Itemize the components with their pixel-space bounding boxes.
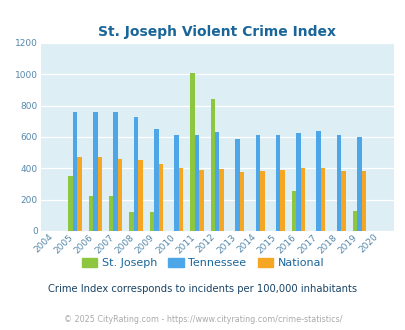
Bar <box>158 164 162 231</box>
Bar <box>255 135 260 231</box>
Bar <box>336 135 341 231</box>
Bar <box>174 135 178 231</box>
Bar <box>134 116 138 231</box>
Text: Crime Index corresponds to incidents per 100,000 inhabitants: Crime Index corresponds to incidents per… <box>48 284 357 294</box>
Bar <box>118 159 122 231</box>
Bar <box>296 133 300 231</box>
Bar <box>239 172 244 231</box>
Title: St. Joseph Violent Crime Index: St. Joseph Violent Crime Index <box>98 25 335 39</box>
Bar <box>154 129 158 231</box>
Text: © 2025 CityRating.com - https://www.cityrating.com/crime-statistics/: © 2025 CityRating.com - https://www.city… <box>64 315 341 324</box>
Bar <box>361 171 365 231</box>
Bar <box>178 168 183 231</box>
Bar <box>215 132 219 231</box>
Bar <box>219 169 224 231</box>
Bar <box>93 112 98 231</box>
Bar <box>88 196 93 231</box>
Bar <box>235 139 239 231</box>
Bar <box>68 176 73 231</box>
Bar <box>194 135 199 231</box>
Bar <box>113 112 118 231</box>
Bar <box>291 191 295 231</box>
Legend: St. Joseph, Tennessee, National: St. Joseph, Tennessee, National <box>77 253 328 272</box>
Bar <box>199 170 203 231</box>
Bar <box>210 99 215 231</box>
Bar <box>98 157 102 231</box>
Bar <box>259 171 264 231</box>
Bar <box>279 170 284 231</box>
Bar <box>275 135 279 231</box>
Bar <box>138 160 142 231</box>
Bar <box>340 171 345 231</box>
Bar <box>316 131 320 231</box>
Bar <box>190 73 194 231</box>
Bar <box>300 168 305 231</box>
Bar <box>356 137 361 231</box>
Bar <box>109 196 113 231</box>
Bar <box>352 211 356 231</box>
Bar <box>129 212 134 231</box>
Bar <box>73 112 77 231</box>
Bar <box>320 168 325 231</box>
Bar <box>77 157 81 231</box>
Bar <box>149 212 154 231</box>
